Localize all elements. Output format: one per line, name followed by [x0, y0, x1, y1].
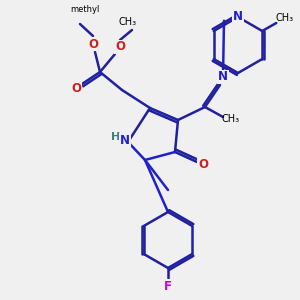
- Text: CH₃: CH₃: [275, 13, 293, 23]
- Text: F: F: [164, 280, 172, 292]
- Text: CH₃: CH₃: [119, 17, 137, 27]
- Text: methyl: methyl: [70, 5, 99, 14]
- Text: O: O: [88, 38, 98, 50]
- Text: O: O: [198, 158, 208, 172]
- Text: H: H: [111, 132, 121, 142]
- Text: O: O: [115, 40, 125, 53]
- Text: N: N: [233, 11, 243, 23]
- Text: N: N: [218, 70, 228, 83]
- Text: CH₃: CH₃: [222, 114, 240, 124]
- Text: N: N: [120, 134, 130, 146]
- Text: O: O: [71, 82, 81, 95]
